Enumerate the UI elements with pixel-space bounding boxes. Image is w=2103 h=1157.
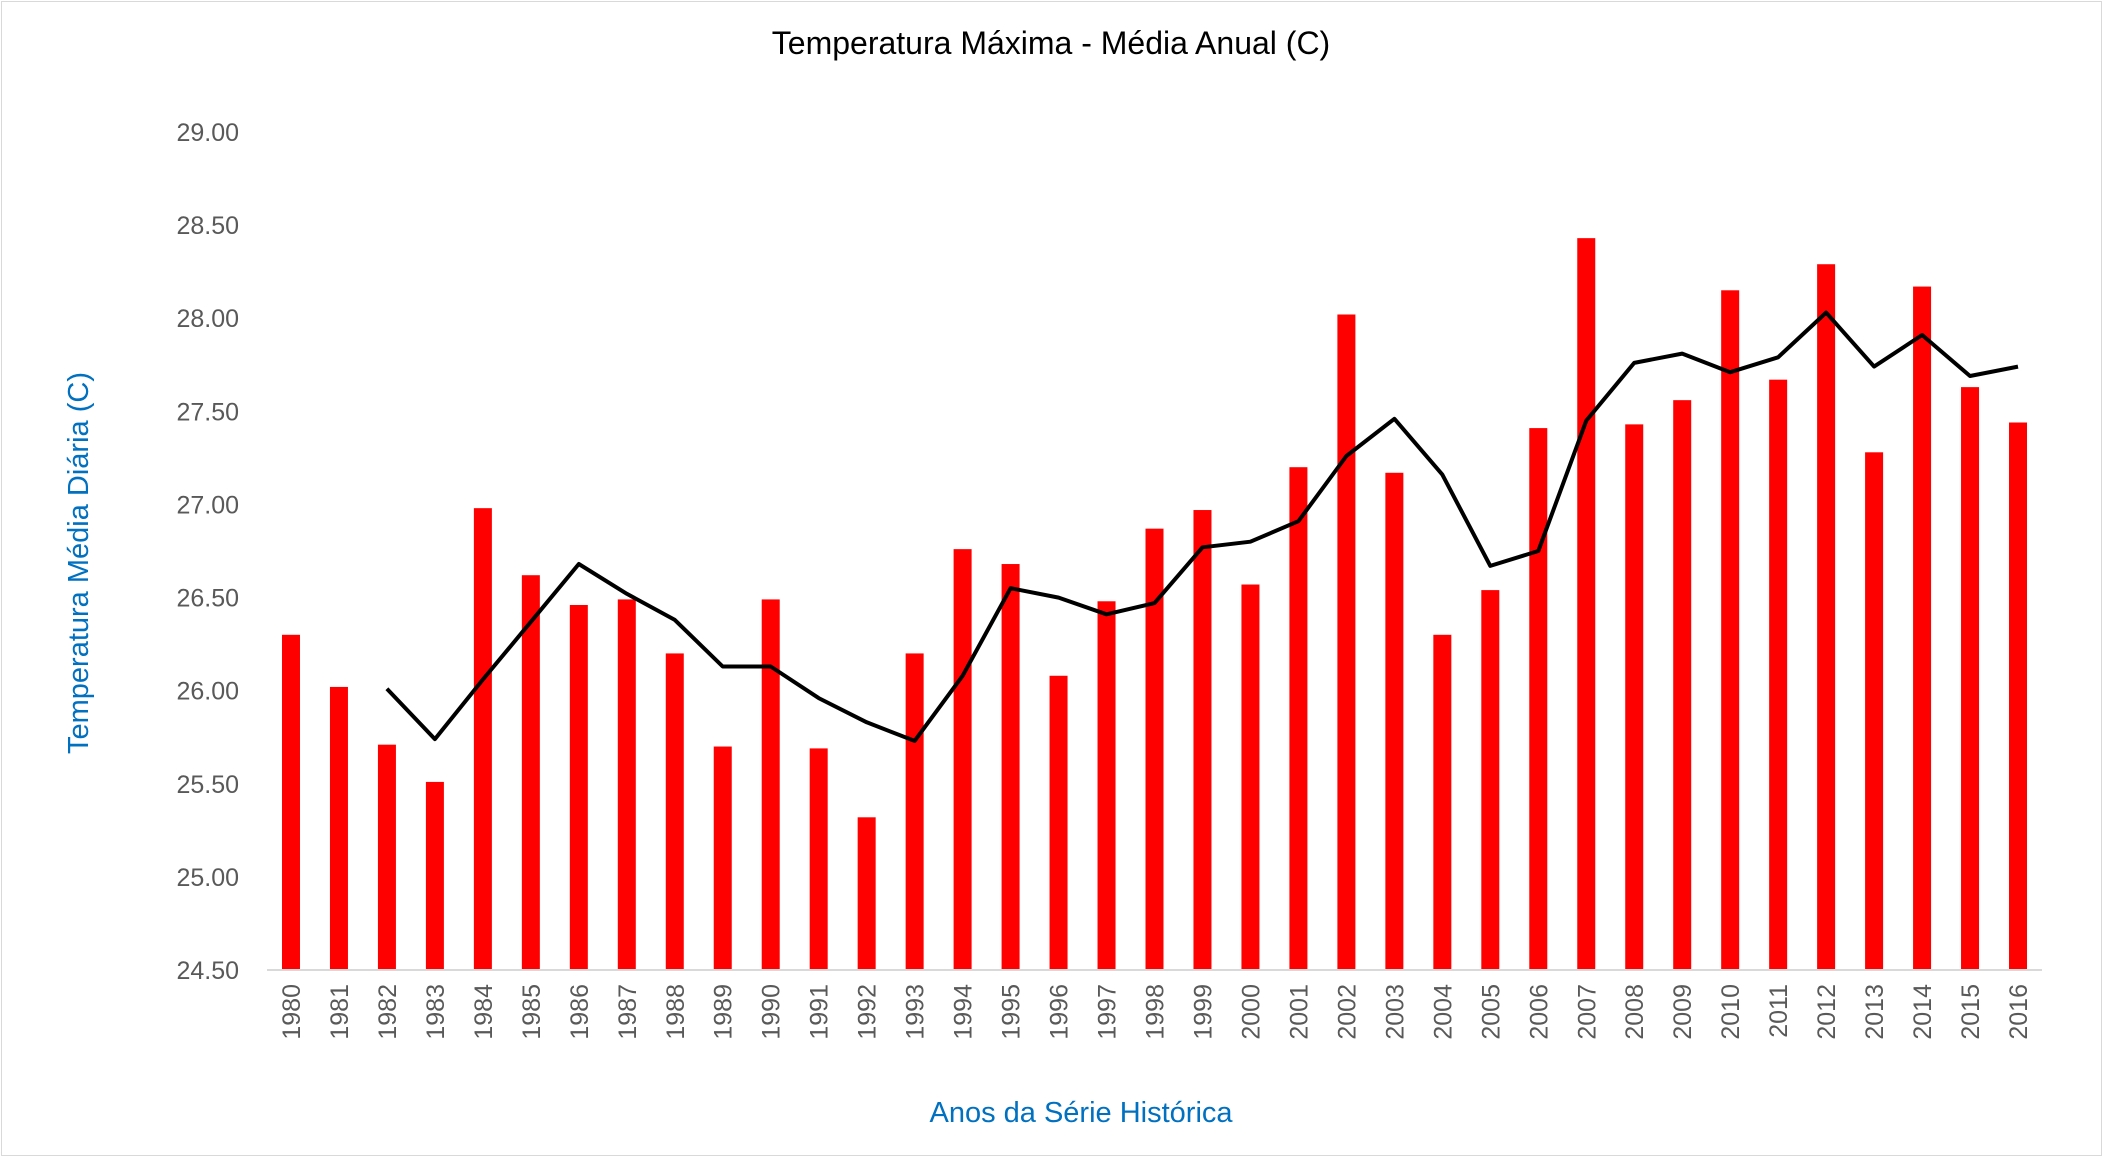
x-tick-label: 1984 [470, 984, 498, 1040]
bar-2015 [1961, 387, 1980, 970]
x-tick-label: 2015 [1957, 984, 1985, 1040]
bar-1984 [473, 508, 492, 970]
bar-1994 [953, 549, 972, 970]
bar-1998 [1145, 528, 1164, 970]
x-tick-label: 2000 [1237, 984, 1265, 1040]
bar-1981 [329, 686, 348, 970]
x-tick-label: 1982 [374, 984, 402, 1040]
bar-1985 [521, 575, 540, 970]
x-tick-label: 1991 [806, 984, 834, 1040]
y-tick-label: 29.00 [176, 119, 239, 147]
x-tick-label: 2011 [1765, 984, 1793, 1038]
x-tick-label: 1994 [950, 984, 978, 1040]
x-tick-label: 1999 [1189, 984, 1217, 1040]
bar-2007 [1577, 238, 1596, 970]
x-tick-label: 1993 [902, 984, 930, 1040]
y-tick-label: 27.50 [176, 398, 239, 426]
x-tick-label: 1983 [422, 984, 450, 1040]
bar-2001 [1289, 467, 1308, 970]
x-axis-title: Anos da Série Histórica [929, 1097, 1233, 1129]
x-tick-label: 2009 [1669, 984, 1697, 1040]
x-tick-label: 2006 [1525, 984, 1553, 1040]
x-tick-label: 1990 [758, 984, 786, 1040]
y-tick-label: 27.00 [176, 491, 239, 519]
x-tick-label: 1995 [998, 984, 1026, 1040]
x-tick-label: 2003 [1381, 984, 1409, 1040]
bar-1990 [761, 599, 780, 970]
bar-1982 [377, 744, 396, 970]
x-tick-label: 1996 [1046, 984, 1074, 1040]
x-tick-label: 1997 [1094, 984, 1122, 1040]
bar-2002 [1337, 314, 1356, 970]
bar-1992 [857, 817, 876, 970]
x-tick-label: 1992 [854, 984, 882, 1040]
x-tick-label: 2005 [1477, 984, 1505, 1040]
bar-1999 [1193, 510, 1212, 970]
bar-2000 [1241, 584, 1260, 970]
bar-1996 [1049, 675, 1068, 970]
x-tick-label: 1985 [518, 984, 546, 1040]
y-tick-label: 26.00 [176, 678, 239, 706]
y-tick-label: 26.50 [176, 585, 239, 613]
bar-2010 [1721, 290, 1740, 970]
x-tick-label: 1981 [326, 984, 354, 1040]
x-tick-label: 2007 [1573, 984, 1601, 1040]
x-tick-label: 2013 [1861, 984, 1889, 1040]
trend-line [385, 310, 2019, 743]
bar-2016 [2009, 422, 2028, 970]
x-tick-label: 2016 [2005, 984, 2033, 1040]
x-tick-label: 2012 [1813, 984, 1841, 1040]
bar-1991 [809, 748, 828, 970]
y-tick-label: 24.50 [176, 957, 239, 985]
bar-2012 [1817, 264, 1836, 970]
x-tick-label: 2004 [1429, 984, 1457, 1040]
x-tick-label: 2008 [1621, 984, 1649, 1040]
bar-2006 [1529, 428, 1548, 970]
bar-1983 [425, 781, 444, 970]
bar-1997 [1097, 601, 1116, 970]
bar-2011 [1769, 379, 1788, 971]
bar-1993 [905, 653, 924, 970]
bar-2003 [1385, 472, 1404, 970]
x-tick-label: 2014 [1909, 984, 1937, 1040]
bar-2005 [1481, 590, 1500, 970]
bar-2013 [1865, 452, 1884, 970]
y-axis-title: Temperatura Média Diária (C) [63, 372, 95, 754]
chart-title: Temperatura Máxima - Média Anual (C) [772, 25, 1330, 61]
x-tick-label: 1980 [278, 984, 306, 1040]
x-tick-label: 1989 [710, 984, 738, 1040]
bar-1980 [281, 634, 300, 970]
bar-2004 [1433, 634, 1452, 970]
plot-area: 24.50 25.00 25.50 26.00 26.50 27.00 27.50 28.00… [176, 119, 2042, 1040]
bar-1986 [569, 605, 588, 970]
bar-1987 [617, 599, 636, 970]
bar-2008 [1625, 424, 1644, 970]
x-tick-label: 1998 [1142, 984, 1170, 1040]
bar-2014 [1913, 286, 1932, 970]
y-tick-label: 28.00 [176, 305, 239, 333]
bar-1989 [713, 746, 732, 970]
x-tick-label: 2002 [1333, 984, 1361, 1040]
x-tick-label: 1988 [662, 984, 690, 1040]
x-tick-label: 1987 [614, 984, 642, 1040]
bar-1995 [1001, 564, 1020, 970]
y-tick-label: 28.50 [176, 212, 239, 240]
x-tick-label: 2001 [1285, 984, 1313, 1040]
y-tick-label: 25.50 [176, 771, 239, 799]
y-tick-label: 25.00 [176, 864, 239, 892]
x-tick-label: 1986 [566, 984, 594, 1040]
x-tick-label: 2010 [1717, 984, 1745, 1040]
bar-2009 [1673, 400, 1692, 970]
bar-1988 [665, 653, 684, 970]
